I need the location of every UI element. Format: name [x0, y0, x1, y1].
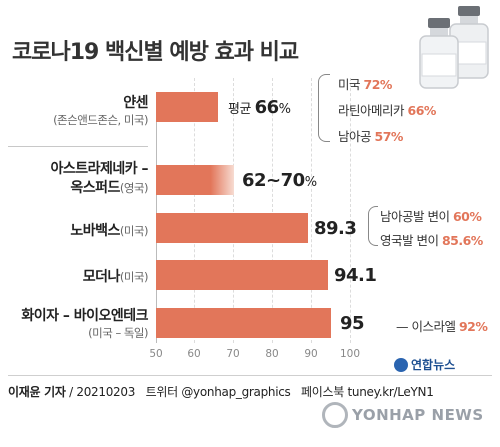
footer-credit: 이재윤 기자 / 20210203 트위터 @yonhap_graphics 페… [8, 385, 434, 399]
yonhap-logo: 연합뉴스 [394, 356, 455, 373]
category-origin-janssen: (존슨앤드존슨, 미국) [53, 113, 148, 127]
category-origin-astrazeneca: (영국) [119, 181, 149, 195]
value-label-moderna: 94.1 [334, 265, 377, 286]
chart-title: 코로나19 백신별 예방 효과 비교 [12, 40, 299, 65]
category-origin-novavax: (미국) [119, 224, 149, 238]
annotation-value: 92% [458, 319, 488, 334]
vaccine-vials-icon [419, 6, 489, 89]
bar-pfizer [156, 308, 331, 338]
annotation-janssen-latam: 라틴아메리카 66% [338, 100, 436, 119]
twitter-handle: @yonhap_graphics [181, 385, 291, 399]
bar-moderna [156, 260, 328, 290]
category-name-line2: 옥스퍼드 [70, 180, 120, 196]
annotation-pfizer-israel: — 이스라엘 92% [396, 316, 488, 335]
annotation-label: 미국 [338, 77, 361, 92]
watermark: YONHAP NEWS [322, 402, 484, 428]
value-label-pfizer: 95 [340, 313, 365, 334]
date: 20210203 [76, 385, 136, 399]
watermark-text: YONHAP NEWS [352, 406, 484, 424]
yonhap-logo-icon [394, 358, 408, 372]
annotation-dash: — [396, 319, 409, 334]
value-label-novavax: 89.3 [314, 218, 357, 239]
category-label-janssen: 얀센 [123, 95, 148, 111]
x-tick-80: 80 [265, 348, 279, 360]
grid-line-70 [233, 78, 234, 343]
x-tick-60: 60 [187, 348, 201, 360]
category-name: 모더나 [82, 269, 121, 285]
grid-line-60 [194, 78, 195, 343]
annotation-bracket-novavax [368, 206, 378, 246]
value-number-astrazeneca: 62~70 [242, 170, 305, 191]
annotation-value: 66% [407, 103, 437, 118]
value-label-janssen: 평균 66% [228, 97, 291, 118]
annotation-label: 영국발 변이 [380, 233, 439, 248]
category-label-pfizer: 화이자 – 바이오엔테크 [21, 308, 148, 324]
x-tick-90: 90 [304, 348, 318, 360]
row-separator [8, 146, 148, 147]
watermark-icon [322, 402, 348, 428]
annotation-janssen-sa: 남아공 57% [338, 126, 403, 145]
value-prefix-janssen: 평균 [228, 102, 255, 117]
category-origin-pfizer: (미국 – 독일) [88, 326, 148, 340]
twitter-label: 트위터 [145, 385, 179, 399]
grid-line-100 [350, 78, 351, 343]
x-tick-50: 50 [149, 348, 163, 360]
bar-astrazeneca [156, 165, 234, 195]
annotation-janssen-usa: 미국 72% [338, 74, 392, 93]
facebook-label: 페이스북 [301, 385, 345, 399]
author: 이재윤 기자 [8, 385, 66, 399]
value-unit-astrazeneca: % [304, 175, 317, 190]
footer-divider [8, 375, 492, 376]
category-origin-moderna: (미국) [119, 270, 149, 284]
facebook-link: tuney.kr/LeYN1 [347, 385, 434, 399]
category-label-astrazeneca-line1: 아스트라제네카 – [50, 161, 148, 177]
bar-novavax [156, 213, 308, 243]
value-label-astrazeneca: 62~70% [242, 170, 317, 191]
yonhap-logo-text: 연합뉴스 [411, 358, 456, 372]
annotation-value: 57% [374, 129, 404, 144]
annotation-value: 60% [452, 209, 482, 224]
value-number-janssen: 66 [254, 97, 280, 118]
annotation-label: 라틴아메리카 [338, 103, 405, 118]
annotation-novavax-uk-variant: 영국발 변이 85.6% [380, 230, 483, 249]
grid-line-90 [311, 78, 312, 343]
x-tick-70: 70 [226, 348, 240, 360]
category-label-astrazeneca-line2: 옥스퍼드(영국) [70, 177, 148, 197]
annotation-label: 남아공 [338, 129, 372, 144]
annotation-label: 남아공발 변이 [380, 209, 450, 224]
annotation-value: 85.6% [441, 233, 483, 248]
category-label-novavax: 노바백스(미국) [70, 220, 148, 240]
annotation-value: 72% [363, 77, 393, 92]
value-unit-janssen: % [278, 102, 291, 117]
grid-line-80 [272, 78, 273, 343]
bar-janssen [156, 92, 218, 122]
category-name: 노바백스 [70, 223, 120, 239]
x-tick-100: 100 [339, 348, 361, 360]
annotation-label: 이스라엘 [411, 319, 456, 334]
annotation-novavax-sa-variant: 남아공발 변이 60% [380, 206, 482, 225]
category-label-moderna: 모더나(미국) [82, 266, 149, 286]
annotation-bracket-janssen [318, 74, 330, 142]
